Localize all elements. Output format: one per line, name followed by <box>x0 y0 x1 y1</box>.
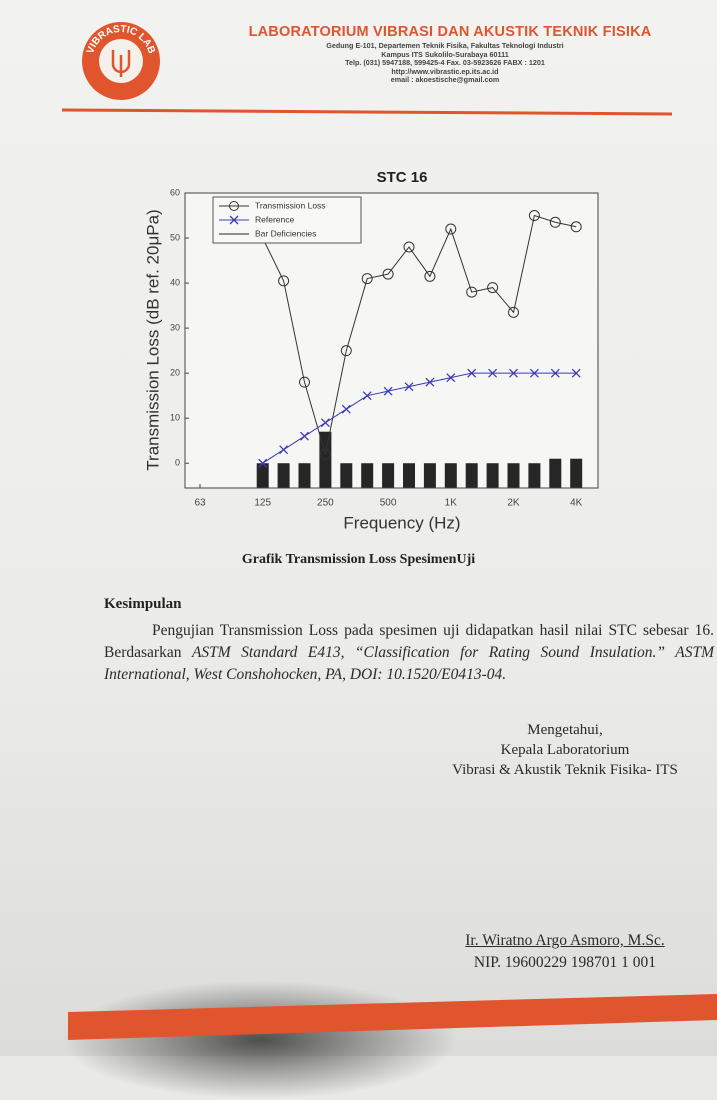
address-line: email : akoestische@gmail.com <box>255 76 635 85</box>
signatory: Ir. Wiratno Argo Asmoro, M.Sc. NIP. 1960… <box>420 930 710 974</box>
legend-label: Reference <box>255 214 294 224</box>
bar <box>528 463 540 488</box>
legend-label: Transmission Loss <box>255 200 326 210</box>
x-tick-label: 125 <box>254 498 271 509</box>
footer-band <box>68 994 717 1040</box>
signatory-name: Ir. Wiratno Argo Asmoro, M.Sc. <box>420 930 710 952</box>
reference: ASTM Standard E413, “Classification for … <box>104 644 714 683</box>
signatory-nip: NIP. 19600229 198701 1 001 <box>420 952 710 974</box>
x-tick-label: 63 <box>194 498 206 509</box>
bar <box>487 463 499 488</box>
section-heading: Kesimpulan <box>104 596 182 613</box>
x-tick-label: 1K <box>445 498 458 509</box>
bar <box>508 463 520 488</box>
y-tick-label: 20 <box>170 368 180 378</box>
bar <box>278 463 290 488</box>
y-tick-label: 10 <box>170 413 180 423</box>
bar <box>299 463 311 488</box>
bar <box>445 463 457 488</box>
x-tick-label: 2K <box>507 498 520 509</box>
y-tick-label: 40 <box>170 277 180 287</box>
header-rule <box>62 110 672 114</box>
bar <box>361 463 373 488</box>
x-tick-label: 500 <box>380 498 397 509</box>
x-tick-label: 250 <box>317 498 334 509</box>
signature-line: Mengetahui, <box>420 720 710 740</box>
chart: STC 16 Transmission Loss (dB ref. 20μPa)… <box>130 160 610 545</box>
caption: Grafik Transmission Loss SpesimenUji <box>0 552 717 568</box>
bar <box>549 459 561 488</box>
legend-label: Bar Deficiencies <box>255 228 316 238</box>
x-tick-label: 4K <box>570 498 583 509</box>
bar <box>570 459 582 488</box>
paragraph: Pengujian Transmission Loss pada spesime… <box>104 620 714 686</box>
lab-address: Gedung E-101, Departemen Teknik Fisika, … <box>255 42 635 85</box>
footer <box>0 990 717 1056</box>
y-tick-label: 60 <box>170 187 180 197</box>
y-tick-label: 50 <box>170 232 180 242</box>
signature-block: Mengetahui, Kepala Laboratorium Vibrasi … <box>420 720 710 780</box>
lab-title: LABORATORIUM VIBRASI DAN AKUSTIK TEKNIK … <box>220 24 680 40</box>
bar <box>340 463 352 488</box>
y-tick-label: 30 <box>170 322 180 332</box>
x-axis-label: Frequency (Hz) <box>343 513 460 532</box>
bar <box>382 463 394 488</box>
y-tick-label: 0 <box>175 458 180 468</box>
chart-title: STC 16 <box>377 169 428 186</box>
bar <box>424 463 436 488</box>
signature-line: Vibrasi & Akustik Teknik Fisika- ITS <box>420 760 710 780</box>
y-axis-label: Transmission Loss (dB ref. 20μPa) <box>143 209 162 470</box>
bar <box>466 463 478 488</box>
signature-line: Kepala Laboratorium <box>420 740 710 760</box>
page: VIBRASTIC LAB LABORATORIUM VIBRASI DAN A… <box>0 0 717 1056</box>
bar <box>403 463 415 488</box>
